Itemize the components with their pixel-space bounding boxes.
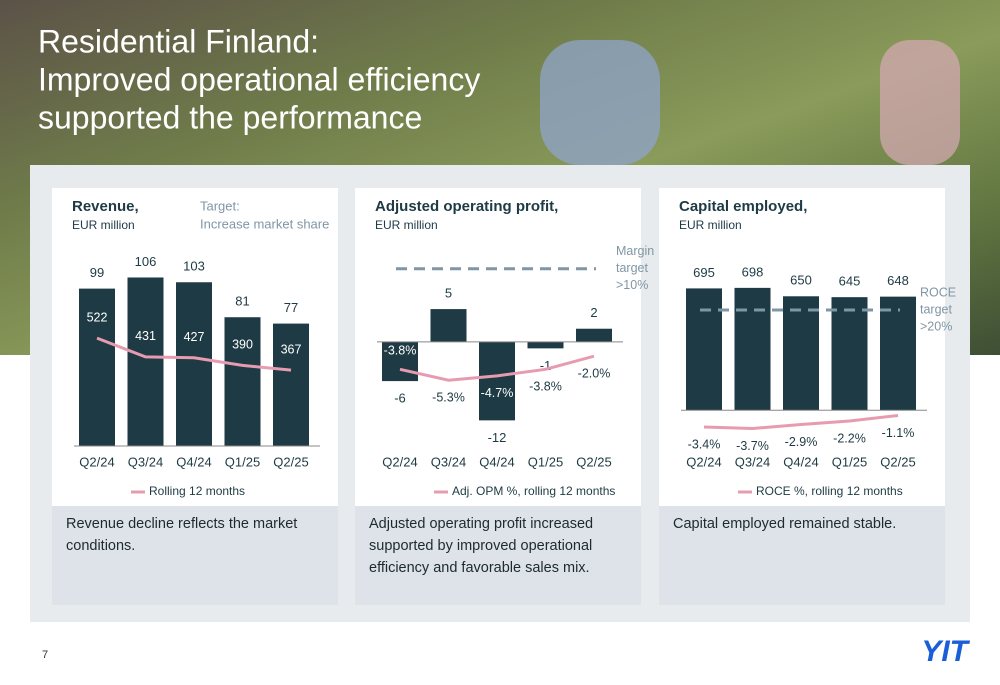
bar-value-label: 695 bbox=[693, 265, 715, 280]
annotation: Increase market share bbox=[200, 216, 329, 231]
bar-value-label: -12 bbox=[488, 430, 507, 445]
line-value-label: -3.4% bbox=[688, 437, 721, 451]
bar-value-label: 81 bbox=[235, 294, 249, 309]
x-tick-label: Q2/24 bbox=[686, 454, 721, 469]
caption-line: supported by improved operational bbox=[369, 538, 592, 554]
caption-line: Capital employed remained stable. bbox=[673, 516, 896, 532]
line-value-label: -3.8% bbox=[529, 380, 562, 394]
line-value-label: -5.3% bbox=[432, 391, 465, 405]
caption-line: conditions. bbox=[66, 538, 135, 554]
bar bbox=[527, 341, 564, 349]
line-value-label: 390 bbox=[232, 338, 253, 352]
target-label: >20% bbox=[920, 319, 952, 333]
x-tick-label: Q2/24 bbox=[382, 454, 417, 469]
bar bbox=[176, 282, 212, 446]
bar-value-label: 77 bbox=[284, 300, 298, 315]
bar-value-label: 698 bbox=[742, 264, 764, 279]
x-tick-label: Q1/25 bbox=[832, 454, 867, 469]
x-tick-label: Q1/25 bbox=[225, 454, 260, 469]
legend-label: ROCE %, rolling 12 months bbox=[756, 484, 903, 498]
bar-value-label: 650 bbox=[790, 273, 812, 288]
x-tick-label: Q2/25 bbox=[273, 454, 308, 469]
slide-title: Residential Finland:Improved operational… bbox=[38, 23, 480, 135]
line-value-label: -4.7% bbox=[481, 386, 514, 400]
chart-subtitle: EUR million bbox=[375, 218, 438, 232]
bar bbox=[273, 323, 309, 446]
line-value-label: 522 bbox=[87, 310, 108, 324]
page-number: 7 bbox=[42, 649, 48, 661]
caption-line: Adjusted operating profit increased bbox=[369, 516, 593, 532]
bar-value-label: -1 bbox=[540, 358, 552, 373]
line-value-label: -2.0% bbox=[578, 366, 611, 380]
bar-value-label: 103 bbox=[183, 259, 205, 274]
caption-line: efficiency and favorable sales mix. bbox=[369, 560, 590, 576]
bar bbox=[734, 287, 771, 411]
logo: YIT bbox=[921, 635, 970, 668]
chart-title: Adjusted operating profit, bbox=[375, 198, 558, 215]
bar-value-label: 99 bbox=[90, 265, 104, 280]
bar bbox=[479, 341, 515, 421]
target-label: target bbox=[920, 302, 952, 316]
annotation: Target: bbox=[200, 198, 240, 213]
chart-title: Capital employed, bbox=[679, 198, 807, 215]
bar-value-label: 648 bbox=[887, 273, 909, 288]
bar-value-label: 2 bbox=[590, 305, 597, 320]
bar bbox=[576, 328, 612, 342]
caption-box bbox=[355, 506, 641, 605]
bar bbox=[382, 341, 418, 382]
target-label: ROCE bbox=[920, 285, 956, 299]
line-value-label: -3.8% bbox=[384, 344, 417, 358]
bar bbox=[880, 296, 916, 411]
line-value-label: 427 bbox=[184, 330, 205, 344]
bar bbox=[79, 288, 115, 446]
line-value-label: -3.7% bbox=[736, 439, 769, 453]
line-series bbox=[703, 414, 899, 431]
chart-subtitle: EUR million bbox=[679, 218, 742, 232]
bar bbox=[783, 296, 819, 411]
bar-value-label: 5 bbox=[445, 286, 452, 301]
line-series bbox=[399, 354, 595, 382]
title-line: Residential Finland: bbox=[38, 23, 319, 59]
line-value-label: 431 bbox=[135, 329, 156, 343]
bar-value-label: 645 bbox=[839, 274, 861, 289]
legend-label: Adj. OPM %, rolling 12 months bbox=[452, 484, 615, 498]
caption-line: Revenue decline reflects the market bbox=[66, 516, 297, 532]
caption-box bbox=[52, 506, 338, 605]
bar bbox=[224, 317, 261, 446]
x-tick-label: Q4/24 bbox=[783, 454, 818, 469]
x-tick-label: Q3/24 bbox=[431, 454, 466, 469]
bar bbox=[127, 277, 164, 446]
chart-subtitle: EUR million bbox=[72, 218, 135, 232]
caption-box bbox=[659, 506, 945, 605]
bar bbox=[430, 309, 467, 342]
x-tick-label: Q2/25 bbox=[880, 454, 915, 469]
x-tick-label: Q3/24 bbox=[128, 454, 163, 469]
title-line: supported the performance bbox=[38, 99, 422, 135]
target-label: >10% bbox=[616, 278, 648, 292]
line-value-label: -1.1% bbox=[882, 426, 915, 440]
x-tick-label: Q2/24 bbox=[79, 454, 114, 469]
bar-value-label: 106 bbox=[135, 254, 157, 269]
legend-label: Rolling 12 months bbox=[149, 484, 245, 498]
line-value-label: 367 bbox=[281, 342, 302, 356]
photo-person bbox=[880, 40, 960, 165]
photo-person bbox=[540, 40, 660, 165]
line-value-label: -2.9% bbox=[785, 435, 818, 449]
line-value-label: -2.2% bbox=[833, 431, 866, 445]
bar bbox=[831, 297, 868, 411]
bar-value-label: -6 bbox=[394, 391, 406, 406]
title-line: Improved operational efficiency bbox=[38, 61, 480, 97]
x-tick-label: Q4/24 bbox=[479, 454, 514, 469]
target-label: target bbox=[616, 261, 648, 275]
chart-title: Revenue, bbox=[72, 198, 139, 215]
x-tick-label: Q1/25 bbox=[528, 454, 563, 469]
x-tick-label: Q3/24 bbox=[735, 454, 770, 469]
line-series bbox=[96, 336, 292, 372]
target-label: Margin bbox=[616, 244, 654, 258]
x-tick-label: Q2/25 bbox=[576, 454, 611, 469]
bar bbox=[686, 288, 722, 411]
x-tick-label: Q4/24 bbox=[176, 454, 211, 469]
